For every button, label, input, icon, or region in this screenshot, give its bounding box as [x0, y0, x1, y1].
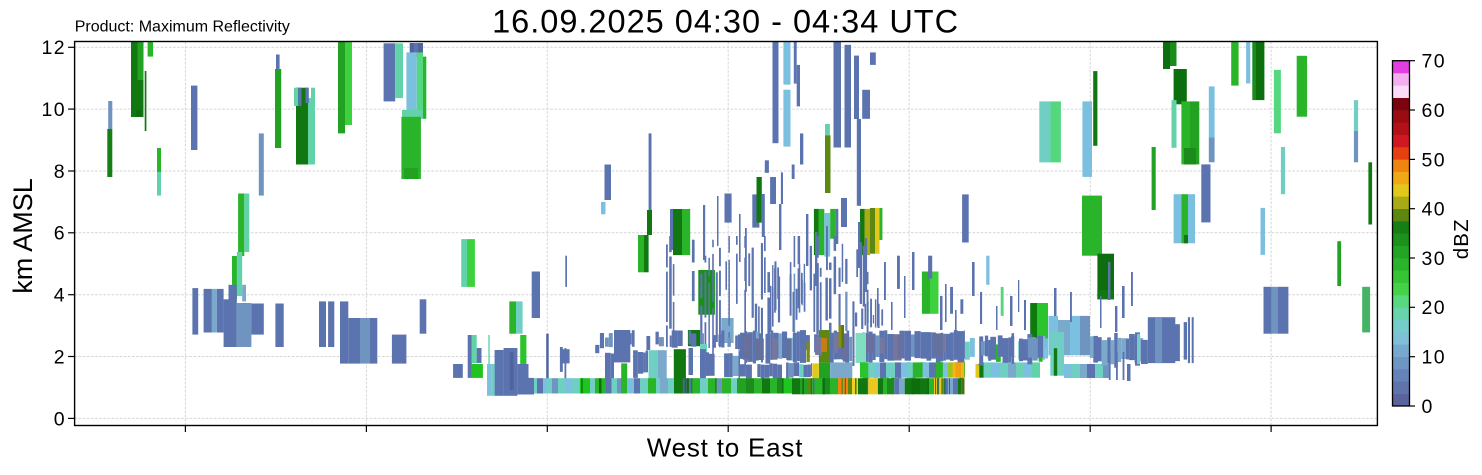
svg-text:dBZ: dBZ: [1450, 218, 1473, 259]
svg-text:12: 12: [42, 37, 67, 59]
svg-text:6: 6: [54, 223, 66, 245]
svg-text:10: 10: [1422, 347, 1447, 369]
svg-text:16.09.2025 04:30 - 04:34 UTC: 16.09.2025 04:30 - 04:34 UTC: [492, 4, 959, 40]
svg-text:60: 60: [1422, 100, 1447, 122]
svg-text:West to East: West to East: [647, 432, 804, 462]
svg-text:4: 4: [54, 285, 66, 307]
svg-text:Product: Maximum Reflectivity: Product: Maximum Reflectivity: [75, 18, 290, 35]
svg-text:30: 30: [1422, 248, 1447, 270]
svg-text:8: 8: [54, 161, 66, 183]
svg-text:70: 70: [1422, 51, 1447, 73]
svg-text:0: 0: [54, 408, 66, 430]
svg-text:km AMSL: km AMSL: [8, 178, 38, 294]
svg-text:40: 40: [1422, 199, 1447, 221]
svg-text:2: 2: [54, 346, 66, 368]
svg-text:10: 10: [42, 99, 67, 121]
svg-text:50: 50: [1422, 149, 1447, 171]
svg-text:0: 0: [1422, 396, 1434, 418]
svg-text:20: 20: [1422, 297, 1447, 319]
